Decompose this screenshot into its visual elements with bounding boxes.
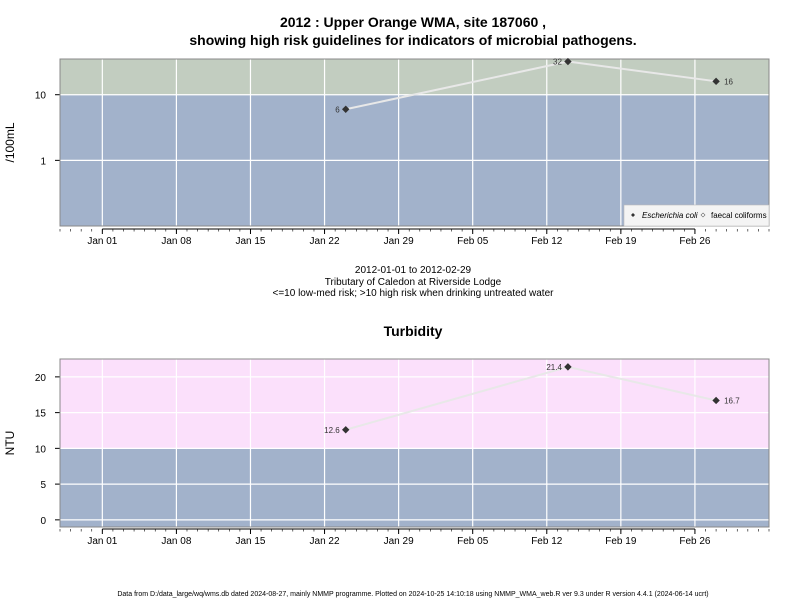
micro-data-label: 16 <box>724 77 733 86</box>
legend: Escherichia coli faecal coliforms <box>623 204 770 227</box>
micro-x-tick-label: Feb 12 <box>531 236 563 247</box>
turbidity-x-tick-label: Jan 29 <box>384 536 414 547</box>
micro-data-label: 6 <box>335 105 340 114</box>
legend-ecoli-marker <box>631 213 635 217</box>
micro-plot-frame <box>59 58 770 227</box>
turbidity-x-tick-label: Jan 08 <box>161 536 191 547</box>
micro-data-point <box>342 105 350 113</box>
turbidity-plot-frame <box>59 358 770 528</box>
micro-x-tick-label: Jan 15 <box>235 236 265 247</box>
turbidity-y-tick-label: 0 <box>40 516 46 527</box>
micro-x-tick-label: Jan 01 <box>87 236 117 247</box>
micro-y-tick-label: 10 <box>35 91 47 102</box>
micro-x-tick-label: Jan 08 <box>161 236 191 247</box>
micro-x-tick-label: Feb 05 <box>457 236 489 247</box>
micro-y-tick-label: 1 <box>40 156 46 167</box>
turbidity-panel: Jan 01 Jan 08 Jan 15 Jan 22 Jan 29 Feb 05 Feb … <box>3 358 770 547</box>
turbidity-low-risk-band <box>60 448 769 527</box>
turbidity-data-point <box>564 363 572 371</box>
micro-x-tick-label: Feb 19 <box>605 236 637 247</box>
turbidity-x-tick-label: Jan 01 <box>87 536 117 547</box>
turbidity-x-tick-label: Feb 19 <box>605 536 637 547</box>
turbidity-x-tick-label: Jan 15 <box>235 536 265 547</box>
micro-x-tick-label: Feb 26 <box>679 236 711 247</box>
turbidity-data-label: 16.7 <box>724 396 740 405</box>
micro-data-point <box>712 77 720 86</box>
footer-note: Data from D:/data_large/wq/wms.db dated … <box>117 591 708 598</box>
turbidity-x-tick-label: Feb 12 <box>531 536 563 547</box>
micro-y-axis-label: /100mL <box>3 122 17 162</box>
turbidity-data-label: 21.4 <box>546 363 562 372</box>
legend-ecoli-label: Escherichia coli <box>642 211 698 220</box>
turbidity-x-tick-label: Jan 22 <box>310 536 340 547</box>
legend-faecal-label: faecal coliforms <box>711 211 767 220</box>
turbidity-x-tick-label: Feb 05 <box>457 536 489 547</box>
micro-data-label: 32 <box>553 58 562 67</box>
main-title-line2: showing high risk guidelines for indicat… <box>189 32 636 48</box>
micro-subtitle-site: Tributary of Caledon at Riverside Lodge <box>325 277 502 288</box>
turbidity-y-tick-label: 15 <box>35 409 47 420</box>
turbidity-y-tick-label: 5 <box>40 480 46 491</box>
turbidity-x-tick-label: Feb 26 <box>679 536 711 547</box>
micro-high-risk-band <box>60 59 769 95</box>
turbidity-data-point <box>712 396 720 405</box>
legend-faecal-marker <box>700 212 706 218</box>
micro-data-point <box>564 57 572 66</box>
turbidity-y-tick-label: 20 <box>35 373 47 384</box>
turbidity-y-axis-label: NTU <box>3 431 17 456</box>
micro-subtitle-dates: 2012-01-01 to 2012-02-29 <box>355 265 472 276</box>
turbidity-data-point <box>342 426 350 434</box>
turbidity-title: Turbidity <box>384 323 443 339</box>
micro-x-tick-label: Jan 29 <box>384 236 414 247</box>
turbidity-y-tick-label: 10 <box>35 444 47 455</box>
micro-subtitle-risk: <=10 low-med risk; >10 high risk when dr… <box>273 288 555 299</box>
legend-box <box>623 204 770 227</box>
turbidity-data-label: 12.6 <box>324 426 340 435</box>
turbidity-high-risk-band <box>60 359 769 449</box>
micro-panel: Jan 01 Jan 08 Jan 15 Jan 22 Jan 29 Feb 05 Feb … <box>3 57 770 247</box>
main-title-line1: 2012 : Upper Orange WMA, site 187060 , <box>280 14 546 30</box>
micro-x-tick-label: Jan 22 <box>310 236 340 247</box>
